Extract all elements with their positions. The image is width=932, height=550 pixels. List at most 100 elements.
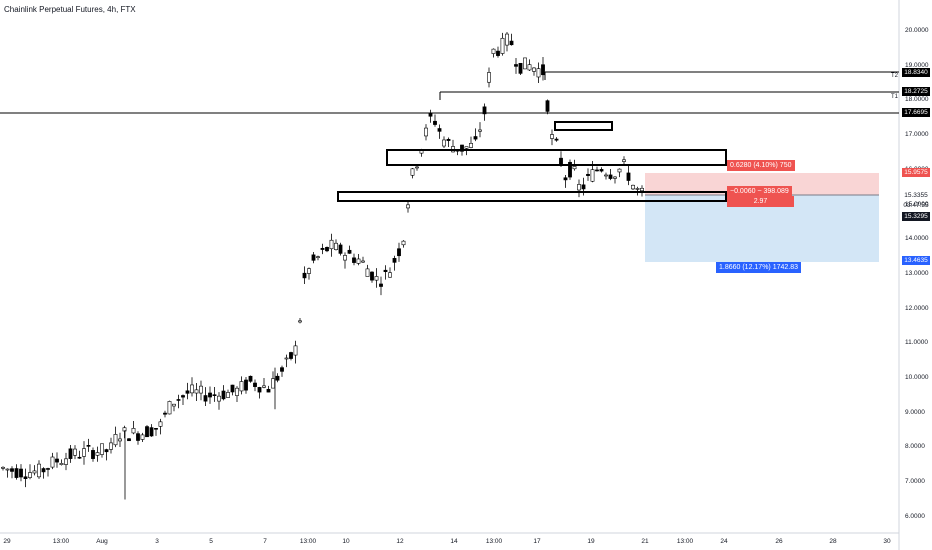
- candle-body: [550, 134, 554, 139]
- candle-body: [221, 390, 226, 400]
- candle-body: [298, 320, 302, 323]
- candle-body: [275, 375, 280, 381]
- candle-body: [554, 138, 559, 141]
- candle-body: [289, 352, 293, 359]
- candle-body: [113, 434, 118, 446]
- candle-body: [437, 128, 442, 132]
- candle-body: [86, 445, 91, 447]
- candle-body: [154, 428, 158, 430]
- candle-body: [518, 62, 523, 74]
- candle-body: [545, 100, 550, 112]
- date-axis-tick: 13:00: [52, 538, 70, 545]
- candle-body: [194, 389, 199, 394]
- candle-body: [14, 468, 19, 478]
- candle-body: [167, 401, 172, 415]
- candle-body: [136, 433, 140, 441]
- price-axis-tick: 9.0000: [905, 408, 925, 416]
- price-badge-level-2: 18.2725: [902, 87, 930, 96]
- candle-body: [217, 395, 221, 402]
- date-axis-tick: Aug: [96, 538, 108, 545]
- candle-body: [122, 427, 127, 432]
- date-axis-tick: 17: [533, 538, 541, 545]
- price-badge-last: 15.3355: [904, 192, 928, 199]
- candle-body: [608, 174, 613, 179]
- candle-body: [41, 468, 46, 473]
- candle-body: [28, 472, 32, 478]
- price-badge-stop: 15.9575: [902, 168, 930, 177]
- candle-body: [469, 142, 473, 148]
- candle-body: [446, 138, 451, 141]
- candle-body: [527, 64, 532, 71]
- candle-body: [73, 448, 77, 456]
- candle-body: [244, 379, 248, 391]
- candle-body: [329, 239, 334, 250]
- date-axis-tick: 28: [829, 538, 837, 545]
- position-ratio-label[interactable]: 2.97: [727, 196, 794, 207]
- candle-body: [613, 176, 617, 179]
- candle-body: [77, 456, 82, 459]
- candle-body: [415, 166, 419, 169]
- price-axis-tick: 14.0000: [905, 235, 929, 243]
- candle-body: [199, 385, 203, 394]
- candle-body: [388, 272, 392, 278]
- candle-body: [442, 139, 446, 147]
- zone-box-top: [554, 121, 613, 131]
- candle-body: [406, 204, 410, 209]
- price-axis-tick: 18.0000: [905, 96, 929, 104]
- candle-body: [59, 463, 64, 466]
- candle-body: [577, 184, 581, 191]
- candle-body: [487, 72, 491, 83]
- candle-body: [181, 395, 185, 398]
- candle-body: [91, 450, 95, 459]
- candle-body: [172, 403, 176, 407]
- countdown-label: 03:47:55: [903, 202, 929, 209]
- candle-body: [541, 64, 545, 76]
- candle-body: [491, 48, 496, 54]
- candle-body: [617, 168, 622, 173]
- candle-body: [635, 188, 640, 190]
- date-axis-tick: 24: [720, 538, 728, 545]
- price-axis-tick: 10.0000: [905, 374, 929, 381]
- candle-body: [293, 345, 298, 356]
- candle-body: [325, 247, 329, 252]
- candle-body: [370, 271, 374, 281]
- candle-body: [397, 248, 401, 257]
- candle-body: [271, 378, 275, 389]
- candle-body: [109, 442, 113, 450]
- stop-loss-label[interactable]: 0.6280 (4.10%) 750: [727, 160, 795, 171]
- price-badge-level-3: 17.6695: [902, 108, 930, 117]
- candle-body: [356, 258, 361, 264]
- candle-body: [500, 37, 505, 54]
- candle-body: [185, 390, 190, 394]
- date-axis-tick: 7: [263, 538, 267, 545]
- date-axis-tick: 3: [155, 538, 159, 545]
- date-axis-tick: 5: [209, 538, 213, 545]
- date-axis-tick: 19: [587, 538, 595, 545]
- candle-body: [46, 468, 50, 470]
- candle-body: [118, 438, 122, 442]
- candle-body: [347, 249, 352, 254]
- candle-body: [563, 177, 568, 181]
- candle-body: [235, 387, 239, 396]
- position-pnl-label[interactable]: −0.0060 ~ 398.089: [727, 186, 792, 197]
- candle-body: [424, 127, 428, 137]
- candle-body: [496, 50, 500, 56]
- candle-body: [230, 384, 235, 393]
- candle-body: [50, 456, 55, 468]
- candle-body: [140, 434, 145, 440]
- candle-body: [262, 385, 266, 388]
- zone-box-bottom: [337, 191, 727, 202]
- candle-body: [599, 169, 604, 172]
- take-profit-label[interactable]: 1.8660 (12.17%) 1742.83: [716, 262, 802, 273]
- candle-body: [104, 449, 109, 453]
- candle-body: [316, 256, 320, 258]
- candle-body: [320, 247, 325, 250]
- candle-body: [604, 174, 608, 177]
- candle-body: [131, 428, 136, 434]
- candle-body: [433, 120, 437, 125]
- date-axis-tick: 21: [641, 538, 649, 545]
- price-badge-entry: 15.3295: [902, 212, 930, 221]
- candle-body: [631, 184, 635, 190]
- candle-body: [478, 129, 482, 132]
